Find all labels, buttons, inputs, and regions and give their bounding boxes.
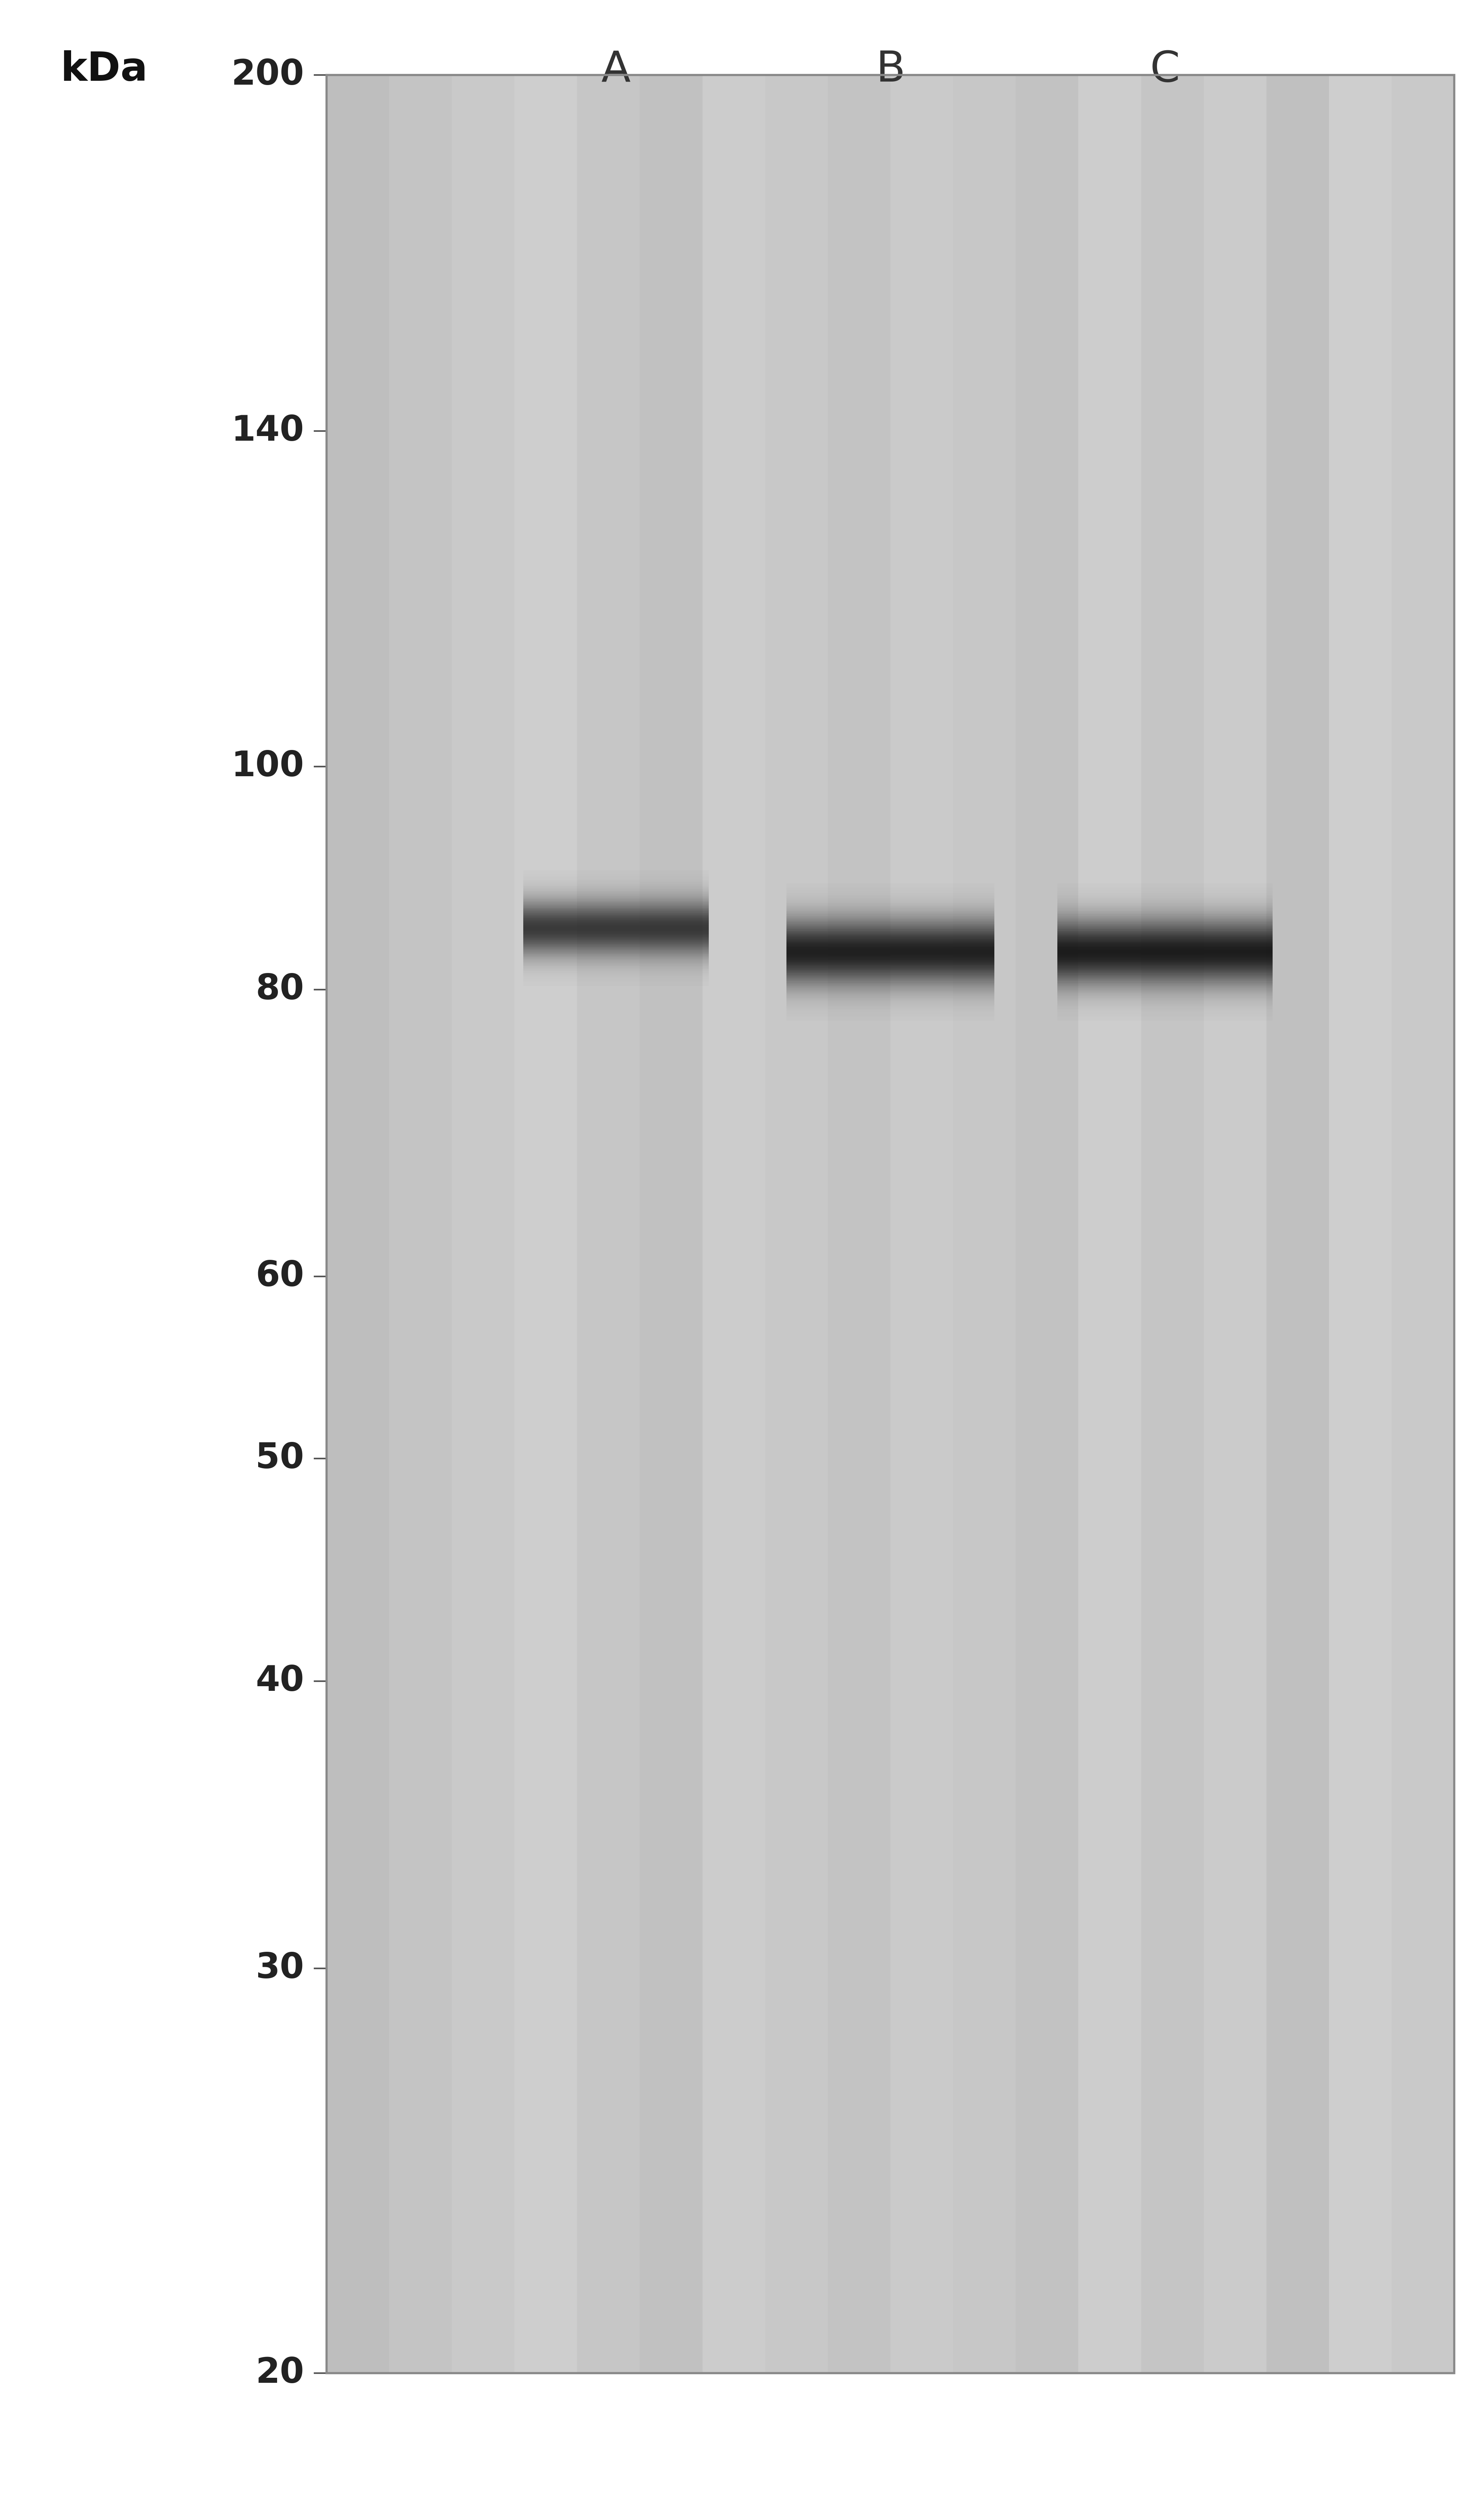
Bar (953, 75, 1015, 2373)
Bar (1330, 75, 1392, 2373)
Text: 30: 30 (255, 1951, 304, 1986)
Text: C: C (1150, 50, 1180, 90)
Text: 80: 80 (255, 972, 304, 1007)
Text: 20: 20 (255, 2356, 304, 2391)
Bar (1079, 75, 1141, 2373)
Bar (828, 75, 890, 2373)
Bar (1141, 75, 1204, 2373)
Bar (1015, 75, 1079, 2373)
Bar (1392, 75, 1454, 2373)
Text: B: B (876, 50, 905, 90)
Bar (389, 75, 451, 2373)
Bar (1204, 75, 1266, 2373)
Bar (1266, 75, 1330, 2373)
Bar (766, 75, 828, 2373)
Text: A: A (601, 50, 631, 90)
Bar (451, 75, 515, 2373)
Text: 100: 100 (232, 749, 304, 784)
Bar (640, 75, 702, 2373)
Text: 140: 140 (232, 415, 304, 447)
Text: kDa: kDa (61, 50, 147, 90)
Bar (890, 75, 953, 2373)
Text: 60: 60 (255, 1259, 304, 1294)
Bar (326, 75, 1454, 2373)
Bar (702, 75, 766, 2373)
Text: 200: 200 (232, 57, 304, 92)
Bar (326, 75, 1454, 2373)
Bar (515, 75, 577, 2373)
Bar (326, 75, 389, 2373)
Bar (577, 75, 640, 2373)
Text: 50: 50 (255, 1441, 304, 1476)
Text: 40: 40 (255, 1664, 304, 1699)
